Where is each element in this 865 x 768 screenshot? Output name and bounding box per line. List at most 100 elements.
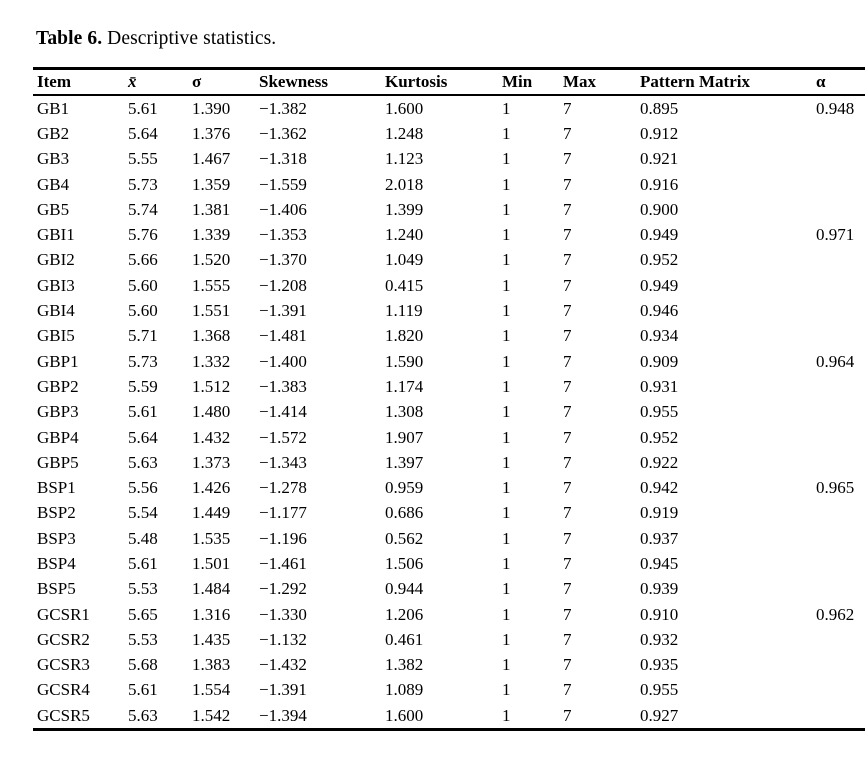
table-cell: [812, 374, 865, 399]
table-cell: −1.362: [259, 123, 307, 143]
table-cell: 1: [502, 629, 511, 649]
table-cell: 7: [563, 402, 572, 422]
table-cell: 5.54: [128, 503, 158, 523]
table-cell: 1.240: [385, 225, 424, 245]
table-cell: −1.370: [259, 250, 307, 270]
table-cell: 0.932: [640, 629, 679, 649]
table-cell: 1: [502, 705, 511, 725]
table-cell: 0.955: [640, 402, 679, 422]
table-cell: 1.551: [192, 301, 231, 321]
table-cell: 5.48: [128, 528, 158, 548]
table-cell: 0.959: [385, 478, 424, 498]
table-cell: 7: [563, 427, 572, 447]
table-cell: 0.955: [640, 680, 679, 700]
table-cell: BSP3: [37, 528, 76, 548]
column-header-pattern-matrix: Pattern Matrix: [636, 68, 812, 96]
table-cell: BSP4: [37, 553, 76, 573]
table-cell: GCSR3: [37, 655, 90, 675]
table-cell: 1.600: [385, 705, 424, 725]
table-cell: 1: [502, 579, 511, 599]
table-cell: 1.432: [192, 427, 231, 447]
table-cell: [812, 400, 865, 425]
table-cell: 1.248: [385, 123, 424, 143]
table-cell: GB3: [37, 149, 70, 169]
table-row-gb5: GB5 5.74 1.381 −1.406 1.399 1 7 0.900: [33, 197, 865, 222]
table-cell: [812, 324, 865, 349]
table-cell: 0.919: [640, 503, 679, 523]
table-cell: 0.895: [640, 98, 679, 118]
table-cell: −1.132: [259, 629, 307, 649]
table-cell: GBI5: [37, 326, 75, 346]
table-cell: GBP2: [37, 376, 79, 396]
table-cell: 7: [563, 604, 572, 624]
table-cell: 1: [502, 427, 511, 447]
table-cell: 5.60: [128, 275, 158, 295]
table-cell: BSP2: [37, 503, 76, 523]
table-cell: 7: [563, 149, 572, 169]
table-cell: 1.435: [192, 629, 231, 649]
table-cell: 0.931: [640, 376, 679, 396]
table-cell: 0.971: [816, 225, 855, 245]
table-cell: 5.61: [128, 680, 158, 700]
table-cell: 1.399: [385, 199, 424, 219]
table-body: GB1 5.61 1.390 −1.382 1.600 1 7 0.895 0.948 GB2 5.…: [33, 95, 865, 730]
table-cell: 1: [502, 376, 511, 396]
table-cell: GBI1: [37, 225, 75, 245]
table-cell: 1: [502, 123, 511, 143]
table-cell: 0.942: [640, 478, 679, 498]
table-cell: 7: [563, 123, 572, 143]
table-cell: −1.432: [259, 655, 307, 675]
table-cell: 5.71: [128, 326, 158, 346]
table-cell: 1: [502, 326, 511, 346]
table-cell: 1.820: [385, 326, 424, 346]
table-row-gb2: GB2 5.64 1.376 −1.362 1.248 1 7 0.912: [33, 121, 865, 146]
table-cell: 1: [502, 275, 511, 295]
table-cell: BSP5: [37, 579, 76, 599]
table-cell: 5.53: [128, 629, 158, 649]
table-cell: 0.965: [816, 478, 855, 498]
column-header-8: α: [812, 68, 865, 96]
table-row-gcsr3: GCSR3 5.68 1.383 −1.432 1.382 1 7 0.935: [33, 653, 865, 678]
table-row-gcsr5: GCSR5 5.63 1.542 −1.394 1.600 1 7 0.927: [33, 703, 865, 730]
table-cell: 7: [563, 376, 572, 396]
table-cell: 7: [563, 250, 572, 270]
table-row-gbp3: GBP3 5.61 1.480 −1.414 1.308 1 7 0.955: [33, 400, 865, 425]
table-cell: 7: [563, 478, 572, 498]
column-header-min: Min: [498, 68, 559, 96]
table-cell: 7: [563, 301, 572, 321]
table-caption-label: Table 6.: [36, 28, 103, 49]
table-cell: 5.56: [128, 478, 158, 498]
table-cell: GB1: [37, 98, 70, 118]
table-cell: [812, 703, 865, 730]
table-cell: 0.944: [385, 579, 424, 599]
table-cell: 1.506: [385, 553, 424, 573]
table-cell: 0.461: [385, 629, 424, 649]
table-cell: 7: [563, 655, 572, 675]
table-cell: 0.912: [640, 123, 679, 143]
table-cell: 1: [502, 199, 511, 219]
table-cell: 7: [563, 629, 572, 649]
table-cell: −1.353: [259, 225, 307, 245]
table-cell: 5.63: [128, 705, 158, 725]
table-cell: 1.382: [385, 655, 424, 675]
table-cell: 0.910: [640, 604, 679, 624]
table-cell: 1: [502, 351, 511, 371]
table-cell: 5.60: [128, 301, 158, 321]
table-cell: −1.330: [259, 604, 307, 624]
table-row-bsp5: BSP5 5.53 1.484 −1.292 0.944 1 7 0.939: [33, 577, 865, 602]
table-row-gcsr4: GCSR4 5.61 1.554 −1.391 1.089 1 7 0.955: [33, 678, 865, 703]
table-cell: GBP3: [37, 402, 79, 422]
table-caption-text: Descriptive statistics.: [107, 28, 277, 49]
table-cell: 0.415: [385, 275, 424, 295]
table-cell: −1.343: [259, 452, 307, 472]
table-row-gbp4: GBP4 5.64 1.432 −1.572 1.907 1 7 0.952: [33, 425, 865, 450]
table-row-gcsr1: GCSR1 5.65 1.316 −1.330 1.206 1 7 0.910 0.962: [33, 602, 865, 627]
table-cell: 1.119: [385, 301, 423, 321]
table-cell: 1.174: [385, 376, 424, 396]
table-cell: 1: [502, 452, 511, 472]
table-cell: GCSR4: [37, 680, 90, 700]
table-cell: 7: [563, 98, 572, 118]
table-cell: [812, 172, 865, 197]
table-cell: −1.414: [259, 402, 307, 422]
